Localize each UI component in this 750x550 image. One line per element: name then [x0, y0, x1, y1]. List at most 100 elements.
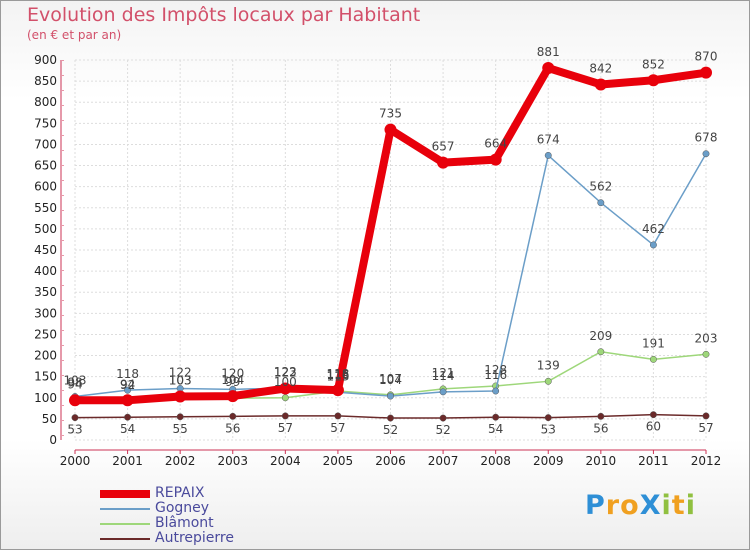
legend-label: REPAIX — [155, 485, 205, 501]
y-tick-label: 550 — [34, 201, 57, 215]
data-point — [544, 377, 552, 385]
data-label: 55 — [173, 422, 188, 436]
data-label: 113 — [326, 369, 349, 383]
data-label: 203 — [695, 331, 718, 345]
y-tick-label: 100 — [34, 391, 57, 405]
data-point — [702, 150, 710, 158]
data-label: 53 — [541, 423, 556, 437]
data-point — [702, 350, 710, 358]
data-label: 122 — [274, 365, 297, 379]
x-tick-label: 2011 — [638, 454, 669, 468]
data-point — [594, 78, 607, 91]
y-tick-label: 350 — [34, 285, 57, 299]
data-point — [649, 411, 657, 419]
data-label: 122 — [169, 365, 192, 379]
data-label: 57 — [698, 421, 713, 435]
data-point — [124, 413, 132, 421]
y-tick-label: 750 — [34, 116, 57, 130]
data-label: 881 — [537, 45, 560, 59]
y-tick-label: 200 — [34, 349, 57, 363]
data-point — [700, 66, 712, 79]
data-label: 103 — [169, 374, 192, 388]
data-label: 92 — [120, 378, 135, 392]
logo-letter: P — [585, 490, 606, 521]
data-label: 118 — [116, 367, 139, 381]
data-label: 562 — [589, 180, 612, 194]
legend-label: Gogney — [155, 500, 210, 516]
data-label: 54 — [120, 422, 135, 436]
data-point — [544, 414, 552, 422]
y-tick-label: 50 — [42, 412, 57, 426]
legend-label: Blâmont — [155, 515, 214, 531]
data-label: 116 — [484, 368, 507, 382]
data-label: 118 — [326, 367, 349, 381]
data-point — [649, 355, 657, 363]
data-label: 664 — [484, 137, 507, 151]
data-label: 54 — [488, 422, 503, 436]
data-point — [334, 412, 342, 420]
x-tick-label: 2005 — [323, 454, 354, 468]
data-point — [226, 390, 239, 403]
data-label: 103 — [169, 374, 192, 388]
data-point — [544, 151, 552, 159]
logo-letter: o — [620, 490, 640, 521]
x-tick-label: 2000 — [60, 454, 91, 468]
data-point — [439, 388, 447, 396]
data-point — [281, 412, 289, 420]
data-label: 674 — [537, 132, 560, 146]
data-label: 56 — [225, 421, 240, 435]
data-point — [437, 156, 450, 169]
x-tick-label: 2012 — [691, 454, 722, 468]
x-tick-label: 2003 — [217, 454, 248, 468]
data-point — [176, 413, 184, 421]
chart-title: Evolution des Impôts locaux par Habitant — [27, 4, 421, 26]
data-label: 53 — [67, 423, 82, 437]
data-label: 114 — [432, 369, 455, 383]
data-label: 121 — [432, 366, 455, 380]
y-tick-label: 700 — [34, 137, 57, 151]
data-label: 57 — [330, 421, 345, 435]
data-label: 209 — [589, 329, 612, 343]
data-label: 100 — [274, 375, 297, 389]
data-label: 94 — [67, 377, 82, 391]
data-label: 128 — [484, 363, 507, 377]
y-tick-label: 650 — [34, 159, 57, 173]
data-label: 60 — [646, 420, 661, 434]
data-point — [121, 394, 134, 407]
data-label: 52 — [435, 423, 450, 437]
y-tick-label: 500 — [34, 222, 57, 236]
data-point — [492, 413, 500, 421]
data-point — [124, 386, 132, 394]
x-tick-label: 2002 — [165, 454, 196, 468]
data-point — [649, 241, 657, 249]
logo-letter: i — [661, 490, 672, 521]
data-label: 657 — [432, 140, 455, 154]
x-tick-label: 2009 — [533, 454, 564, 468]
data-point — [174, 390, 187, 403]
data-label: 120 — [221, 366, 244, 380]
proxiti-logo: ProXiti — [585, 490, 696, 521]
data-label: 104 — [221, 373, 244, 387]
x-tick-label: 2007 — [428, 454, 459, 468]
data-point — [71, 414, 79, 422]
data-label: 116 — [326, 368, 349, 382]
y-tick-label: 850 — [34, 74, 57, 88]
legend-item-autrepierre: Autrepierre — [100, 530, 300, 546]
y-tick-label: 250 — [34, 327, 57, 341]
data-label: 98 — [67, 376, 82, 390]
legend-swatch — [100, 538, 150, 540]
data-point — [542, 62, 555, 75]
logo-letter: r — [605, 490, 621, 521]
data-point — [702, 412, 710, 420]
data-label: 678 — [695, 131, 718, 145]
legend-swatch — [100, 490, 150, 498]
data-point — [384, 123, 397, 136]
y-tick-label: 0 — [49, 433, 57, 447]
legend-swatch — [100, 508, 150, 510]
y-tick-label: 150 — [34, 370, 57, 384]
data-point — [387, 392, 394, 400]
data-label: 52 — [383, 423, 398, 437]
data-point — [439, 414, 447, 422]
